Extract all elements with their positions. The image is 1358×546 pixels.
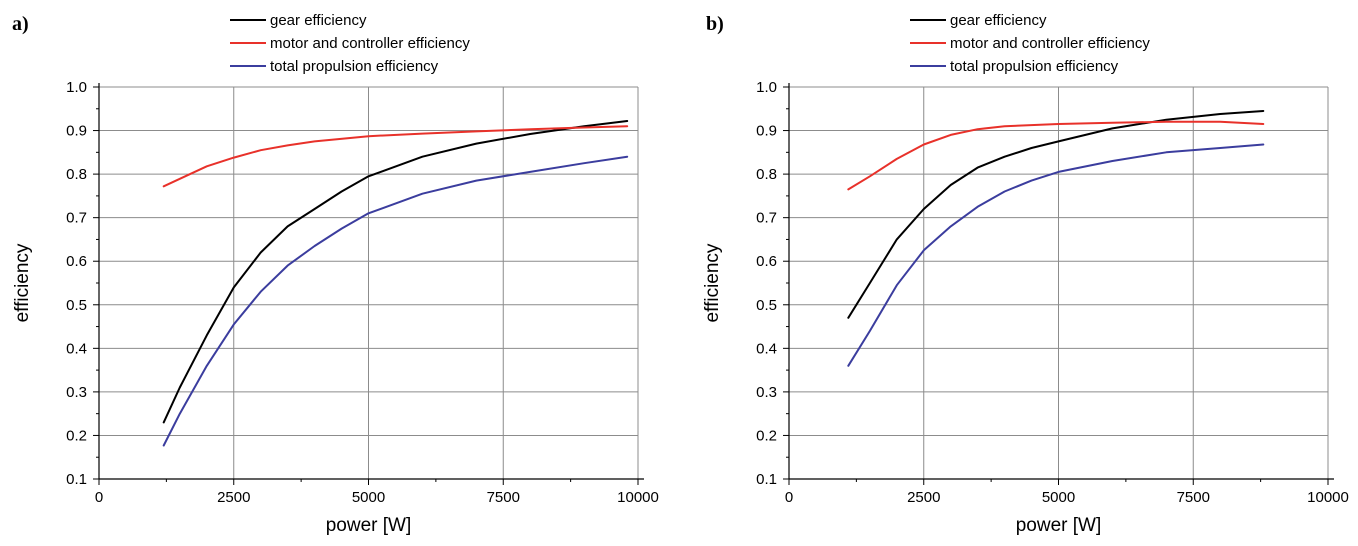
series-line-motor (162, 125, 629, 188)
x-tick-label: 7500 (1177, 489, 1210, 506)
y-tick-label: 0.2 (756, 427, 777, 444)
y-tick-label: 0.8 (756, 166, 777, 183)
panel-label: a) (12, 13, 29, 35)
x-tick-label: 2500 (217, 489, 250, 506)
y-tick-label: 0.8 (66, 166, 87, 183)
x-axis-title: power [W] (326, 515, 412, 536)
y-tick-label: 0.7 (756, 210, 777, 227)
x-axis-title: power [W] (1016, 515, 1102, 536)
x-tick-label: 7500 (487, 489, 520, 506)
y-tick-label: 1.0 (756, 79, 777, 96)
y-tick-label: 0.1 (66, 471, 87, 488)
x-tick-label: 2500 (907, 489, 940, 506)
y-tick-label: 0.3 (66, 384, 87, 401)
series-line-total (847, 143, 1265, 367)
chart-panel-a: a) 0.1 0.2 0.3 0.4 0.5 0.6 0.7 0.8 0.9 1.0 0 2500 500… (12, 12, 659, 536)
x-tick-label: 0 (95, 489, 103, 506)
y-tick-label: 0.1 (756, 471, 777, 488)
chart-panel-b: b) 0.1 0.2 0.3 0.4 0.5 0.6 0.7 0.8 0.9 1.0 0 2500 500… (702, 12, 1349, 536)
y-tick-label: 0.6 (756, 253, 777, 270)
y-axis-title: efficiency (702, 243, 723, 322)
y-tick-label: 0.3 (756, 384, 777, 401)
y-tick-label: 0.5 (756, 297, 777, 314)
legend-label: total propulsion efficiency (950, 58, 1119, 75)
legend-label: gear efficiency (950, 12, 1047, 29)
series-line-gear (847, 110, 1265, 319)
x-tick-label: 0 (785, 489, 793, 506)
y-axis-title: efficiency (12, 243, 33, 322)
y-tick-label: 0.2 (66, 427, 87, 444)
y-tick-label: 0.4 (66, 340, 87, 357)
x-tick-label: 5000 (352, 489, 385, 506)
legend-label: gear efficiency (270, 12, 367, 29)
series-line-motor (847, 120, 1265, 191)
y-tick-label: 0.7 (66, 210, 87, 227)
series-line-gear (162, 120, 629, 424)
legend-label: motor and controller efficiency (270, 35, 470, 52)
y-tick-label: 0.9 (756, 123, 777, 140)
panel-label: b) (706, 13, 724, 35)
legend: gear efficiency motor and controller effi… (910, 12, 1150, 75)
y-tick-label: 0.9 (66, 123, 87, 140)
legend-label: total propulsion efficiency (270, 58, 439, 75)
series-line-total (162, 155, 629, 447)
y-tick-label: 0.6 (66, 253, 87, 270)
legend: gear efficiency motor and controller effi… (230, 12, 470, 75)
y-tick-label: 0.5 (66, 297, 87, 314)
y-tick-label: 0.4 (756, 340, 777, 357)
legend-label: motor and controller efficiency (950, 35, 1150, 52)
x-tick-label: 5000 (1042, 489, 1075, 506)
x-tick-label: 10000 (617, 489, 659, 506)
x-tick-label: 10000 (1307, 489, 1349, 506)
y-tick-label: 1.0 (66, 79, 87, 96)
